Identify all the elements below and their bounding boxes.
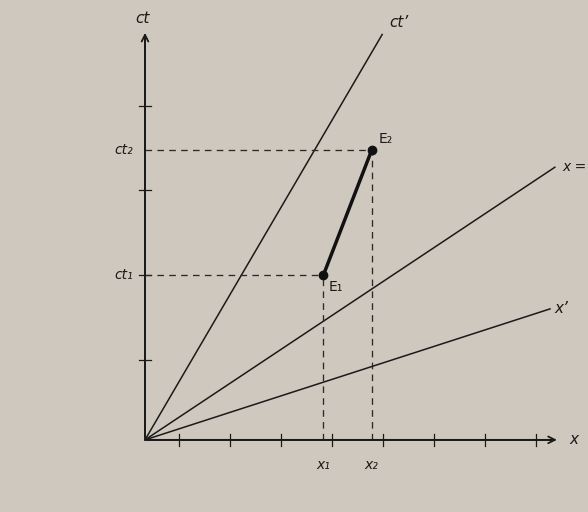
Text: E₂: E₂ <box>379 132 393 146</box>
Text: x: x <box>569 432 579 447</box>
Text: ct: ct <box>135 11 150 26</box>
Text: ct₂: ct₂ <box>114 143 133 157</box>
Text: ct’: ct’ <box>389 15 409 30</box>
Text: ct₁: ct₁ <box>114 268 133 282</box>
Text: E₁: E₁ <box>328 280 343 293</box>
Text: x = ct: x = ct <box>562 160 588 174</box>
Text: x₂: x₂ <box>365 458 379 472</box>
Text: x₁: x₁ <box>316 458 330 472</box>
Text: x’: x’ <box>555 302 569 316</box>
